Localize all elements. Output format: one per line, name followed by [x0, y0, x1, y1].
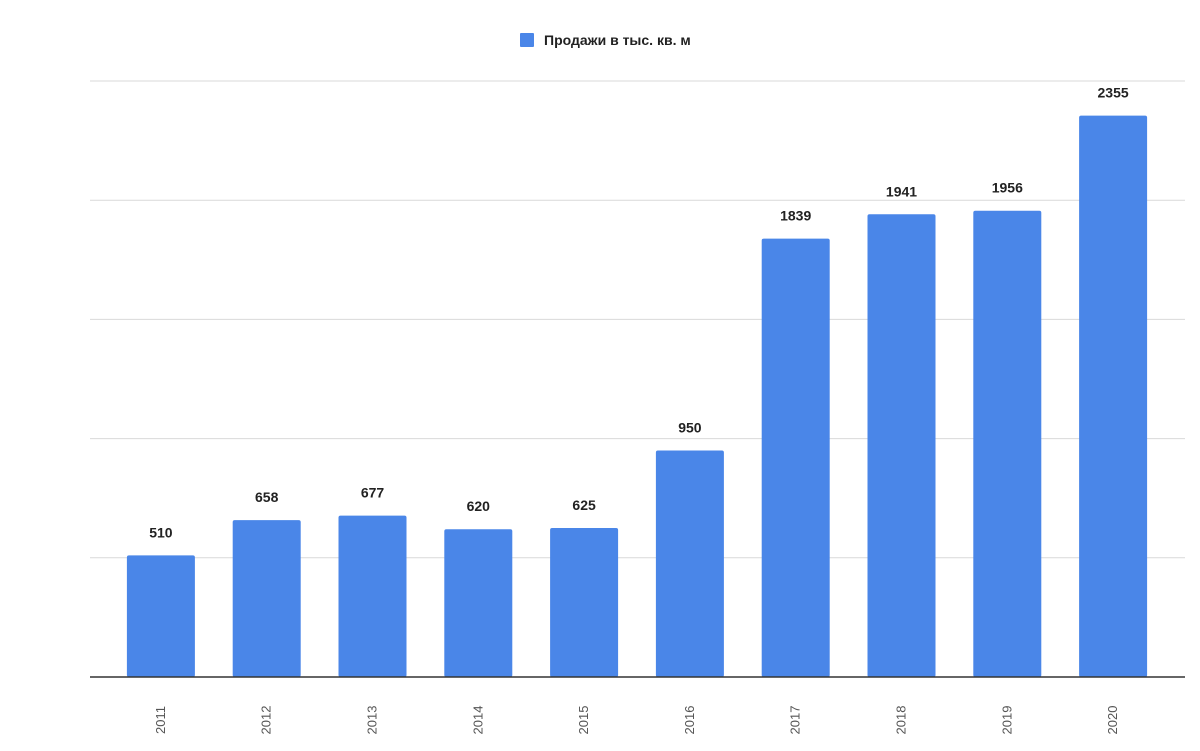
legend-label: Продажи в тыс. кв. м — [544, 32, 691, 48]
x-tick-2018: 2018 — [894, 706, 909, 735]
data-label-2012: 658 — [255, 489, 279, 505]
bar-2012 — [232, 520, 301, 677]
data-label-2019: 1956 — [992, 180, 1023, 196]
bar-2015 — [550, 528, 619, 677]
x-tick-2019: 2019 — [999, 706, 1014, 735]
legend-swatch — [520, 33, 534, 47]
x-tick-2015: 2015 — [576, 706, 591, 735]
x-tick-2014: 2014 — [470, 706, 485, 735]
data-label-2016: 950 — [678, 420, 702, 436]
bar-2018 — [867, 214, 936, 677]
legend: Продажи в тыс. кв. м — [520, 32, 691, 48]
data-label-2020: 2355 — [1098, 85, 1129, 101]
data-label-2018: 1941 — [886, 183, 917, 199]
data-label-2017: 1839 — [780, 208, 811, 224]
x-tick-2016: 2016 — [682, 706, 697, 735]
bar-2011 — [126, 555, 195, 677]
bar-2013 — [338, 515, 407, 677]
bar-2014 — [444, 529, 513, 677]
bars — [126, 115, 1148, 678]
bar-2019 — [973, 210, 1042, 677]
x-tick-2017: 2017 — [788, 706, 803, 735]
data-label-2014: 620 — [467, 498, 491, 514]
x-tick-2012: 2012 — [259, 706, 274, 735]
data-label-2011: 510 — [149, 524, 173, 540]
data-labels: 510 658 677 620 625 950 1839 1941 1956 2355 — [149, 85, 1129, 541]
bar-2017 — [761, 238, 830, 677]
x-tick-2011: 2011 — [153, 706, 168, 734]
data-label-2015: 625 — [572, 497, 596, 513]
x-tick-2013: 2013 — [365, 706, 380, 735]
bar-2016 — [655, 450, 724, 677]
data-label-2013: 677 — [361, 485, 385, 501]
x-axis-tick-labels: 2011 2012 2013 2014 2015 2016 2017 2018 2019 2020 — [153, 706, 1120, 735]
x-tick-2020: 2020 — [1105, 706, 1120, 735]
bar-2020 — [1079, 115, 1148, 678]
